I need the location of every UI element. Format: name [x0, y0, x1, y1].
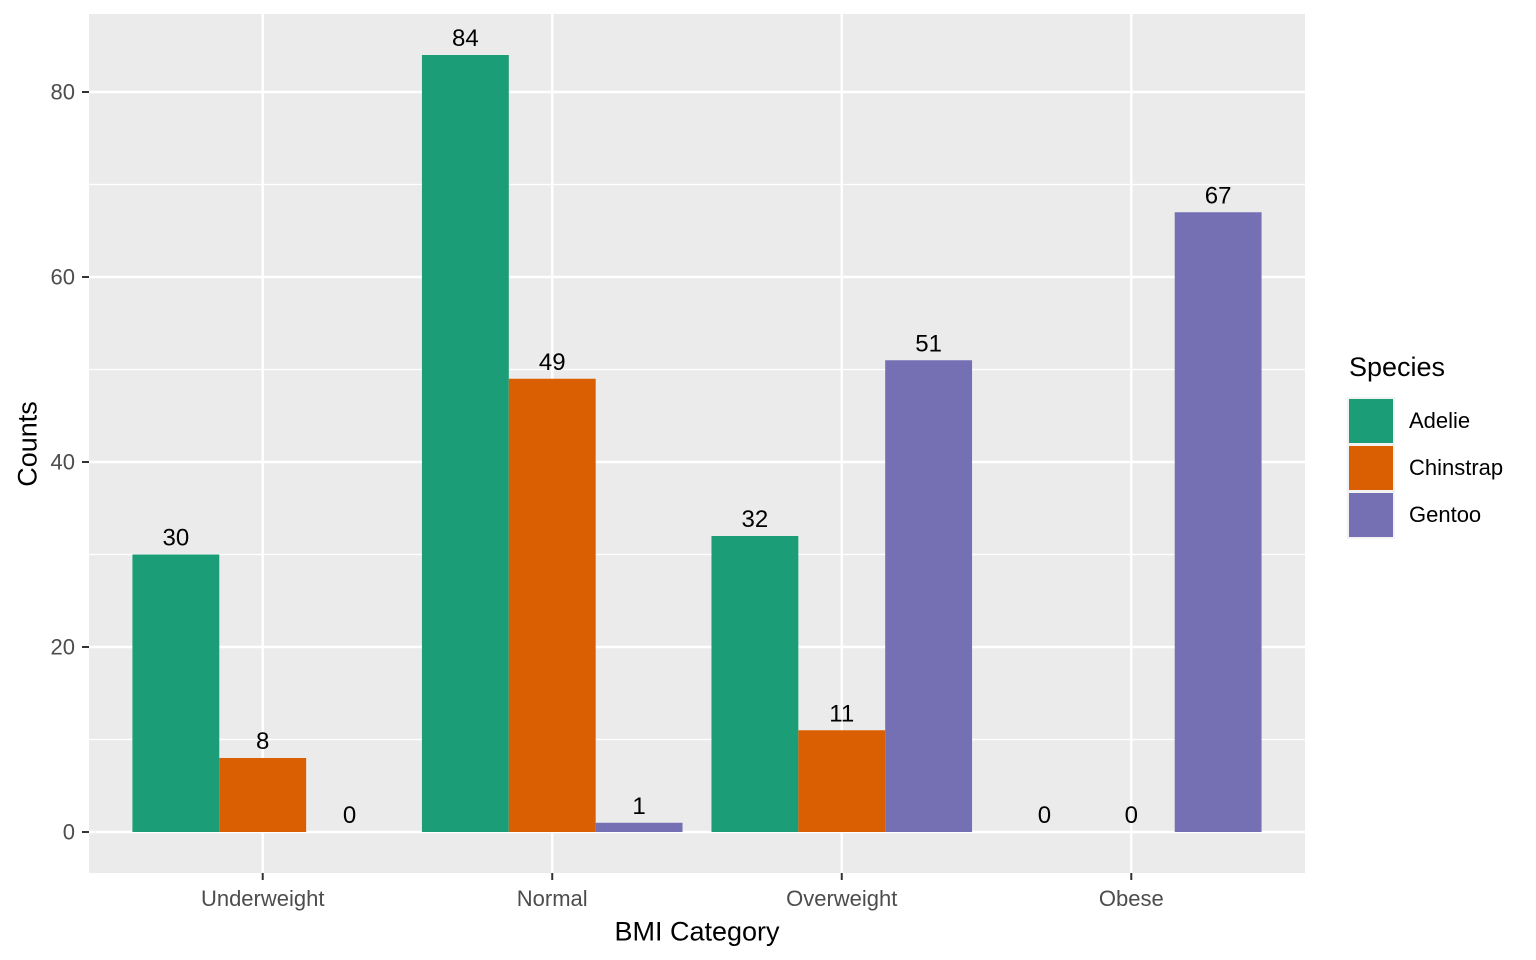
- legend-items: Adelie Chinstrap Gentoo: [1349, 399, 1503, 537]
- y-tick-label: 20: [51, 635, 75, 660]
- bar-value-label: 0: [1125, 802, 1138, 829]
- bar-value-label: 0: [343, 802, 356, 829]
- legend-item-gentoo: Gentoo: [1349, 493, 1503, 537]
- bar-value-label: 11: [829, 700, 854, 727]
- legend-swatch-gentoo: [1349, 493, 1393, 537]
- x-tick-label: Obese: [1099, 886, 1164, 911]
- legend-label: Adelie: [1409, 408, 1471, 433]
- bar-gentoo-normal: [595, 822, 683, 832]
- legend-swatch-chinstrap: [1349, 446, 1393, 490]
- bar-chinstrap-underweight: [219, 758, 307, 832]
- x-tick-label: Normal: [517, 886, 588, 911]
- bar-gentoo-overweight: [885, 360, 973, 832]
- bar-adelie-normal: [421, 55, 509, 832]
- legend-title: Species: [1349, 352, 1446, 382]
- legend-swatch-adelie: [1349, 399, 1393, 443]
- bar-adelie-overweight: [711, 536, 799, 832]
- bar-chinstrap-overweight: [798, 730, 886, 832]
- bar-value-label: 8: [256, 728, 269, 755]
- bar-chinstrap-normal: [508, 378, 596, 832]
- y-axis-title: Counts: [12, 401, 43, 487]
- bar-value-label: 51: [915, 330, 942, 357]
- legend-item-chinstrap: Chinstrap: [1349, 446, 1503, 490]
- x-tick-label: Underweight: [201, 886, 325, 911]
- bar-value-label: 67: [1205, 182, 1232, 209]
- y-tick-label: 80: [51, 80, 75, 105]
- legend: Species Adelie Chinstrap Gentoo: [1349, 352, 1503, 540]
- bar-value-label: 30: [163, 525, 190, 552]
- bar-value-label: 84: [452, 25, 479, 52]
- x-tick-label: Overweight: [786, 886, 897, 911]
- bar-value-label: 49: [539, 349, 566, 376]
- bar-value-label: 32: [742, 506, 769, 533]
- legend-label: Chinstrap: [1409, 455, 1504, 480]
- bar-value-label: 1: [632, 793, 645, 820]
- y-tick-label: 40: [51, 450, 75, 475]
- bar-adelie-underweight: [132, 554, 220, 832]
- bar-value-label: 0: [1038, 802, 1051, 829]
- plot-panel: [89, 14, 1305, 873]
- x-axis-title: BMI Category: [614, 916, 780, 947]
- y-tick-label: 0: [63, 820, 75, 845]
- legend-label: Gentoo: [1409, 502, 1482, 527]
- legend-item-adelie: Adelie: [1349, 399, 1503, 443]
- y-tick-label: 60: [51, 265, 75, 290]
- bar-gentoo-obese: [1174, 212, 1262, 832]
